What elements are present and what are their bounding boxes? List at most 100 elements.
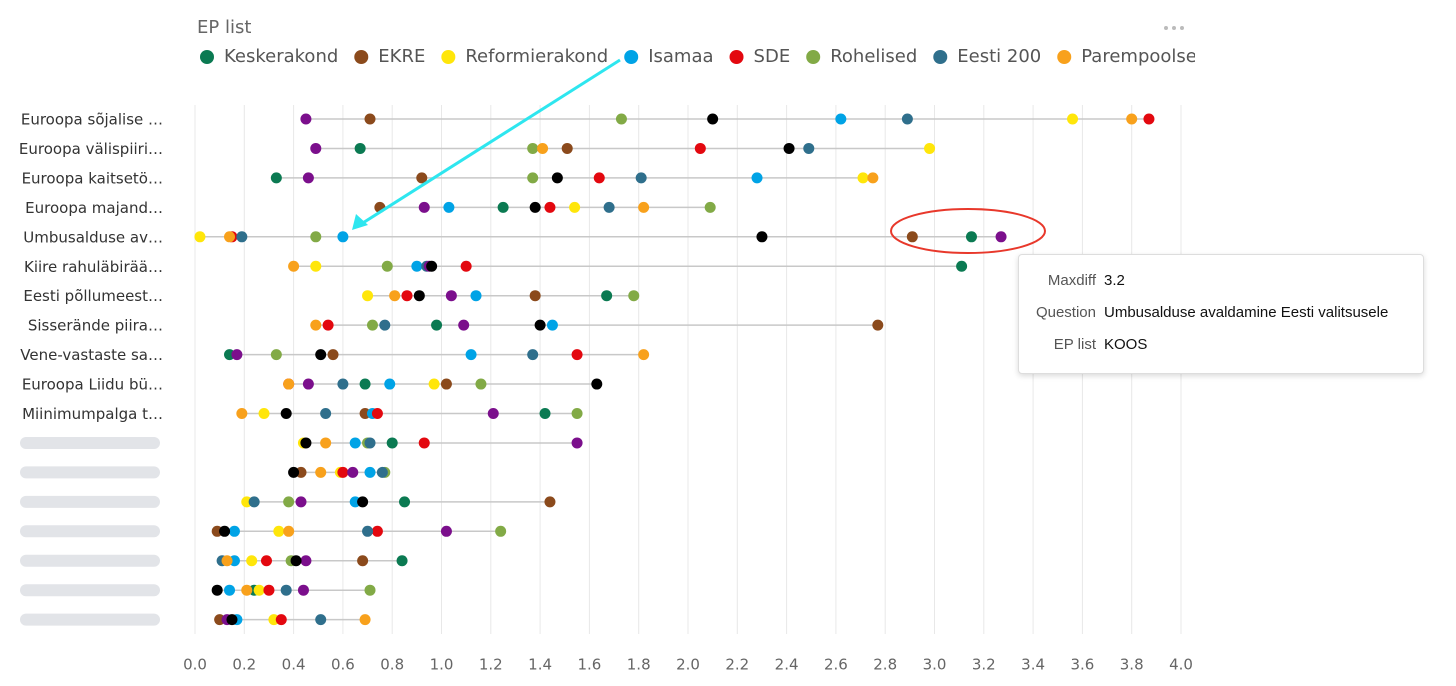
dot <box>460 260 472 272</box>
x-tick-label: 2.2 <box>725 656 749 674</box>
dot <box>603 201 615 213</box>
dot <box>359 378 371 390</box>
tooltip-row: Maxdiff 3.2 <box>1019 272 1423 292</box>
tooltip-row: EP list KOOS <box>1019 336 1423 356</box>
dot <box>347 466 359 478</box>
dot <box>322 319 334 331</box>
dot <box>320 437 332 449</box>
dot <box>571 349 583 361</box>
dot <box>241 584 253 596</box>
dot <box>283 525 295 537</box>
x-tick-label: 3.4 <box>1021 656 1045 674</box>
dot <box>591 378 603 390</box>
dot <box>527 349 539 361</box>
dot <box>495 525 507 537</box>
dot <box>228 525 240 537</box>
dot <box>364 437 376 449</box>
legend-marker <box>806 50 821 64</box>
dot <box>527 142 539 154</box>
dot <box>295 496 307 508</box>
blurred-label <box>20 613 160 626</box>
dot <box>418 201 430 213</box>
dot <box>194 231 206 243</box>
tooltip-label: Question <box>1035 304 1096 321</box>
x-tick-label: 2.4 <box>775 656 799 674</box>
dot <box>443 201 455 213</box>
dot <box>470 290 482 302</box>
dot <box>359 614 371 626</box>
dot <box>357 555 369 567</box>
dot <box>280 408 292 419</box>
dot <box>534 319 546 331</box>
grid: 0.0 0.2 0.4 0.6 0.8 1.0 1.2 1.4 1.6 1.8 2.0 2.2 2.4 2… <box>183 105 1193 674</box>
dot <box>357 496 369 508</box>
dot <box>364 584 376 596</box>
dot <box>901 113 913 125</box>
dot <box>487 408 499 419</box>
dot <box>426 260 438 272</box>
legend-marker <box>624 50 639 64</box>
dot <box>327 349 339 361</box>
dot <box>337 466 349 478</box>
dot <box>315 349 327 361</box>
y-tick-label: Kiire rahuläbirää… <box>24 258 163 276</box>
x-tick-label: 1.0 <box>430 656 454 674</box>
x-tick-label: 1.8 <box>627 656 651 674</box>
legend-label: Eesti 200 <box>957 46 1041 67</box>
dot <box>571 437 583 449</box>
menu-icon[interactable] <box>1164 26 1184 30</box>
x-tick-label: 3.8 <box>1120 656 1144 674</box>
y-tick-label: Vene-vastaste sa… <box>20 346 163 364</box>
blurred-label <box>20 436 160 449</box>
dot <box>396 555 408 567</box>
dot <box>924 142 936 154</box>
legend-marker <box>729 50 744 64</box>
dot <box>362 290 374 302</box>
blurred-label <box>20 554 160 567</box>
dot <box>283 496 295 508</box>
legend-label: EKRE <box>378 46 425 67</box>
x-tick-label: 0.6 <box>331 656 355 674</box>
dot <box>413 290 425 302</box>
dot <box>628 290 640 302</box>
legend-marker <box>1254 50 1268 64</box>
dot <box>465 349 477 361</box>
legend-title: EP list <box>197 17 251 38</box>
dot <box>544 496 556 508</box>
blurred-label <box>20 466 160 479</box>
dot <box>280 584 292 596</box>
dot <box>224 231 236 243</box>
dot <box>537 142 549 154</box>
dot <box>302 172 314 184</box>
dot <box>956 260 968 272</box>
dot <box>288 466 300 478</box>
dot <box>297 584 309 596</box>
dot <box>418 437 430 449</box>
dot <box>236 408 248 419</box>
legend-label: SDE <box>754 46 791 67</box>
x-tick-label: 1.6 <box>577 656 601 674</box>
dot <box>857 172 869 184</box>
tooltip-row: Question Umbusalduse avaldamine Eesti val… <box>1019 304 1423 324</box>
dot <box>211 584 223 596</box>
dot <box>551 172 563 184</box>
tooltip-value: 3.2 <box>1104 272 1125 289</box>
dot <box>440 525 452 537</box>
legend-label: Keskerakond <box>224 46 338 67</box>
dot <box>231 349 243 361</box>
tooltip-value: KOOS <box>1104 336 1148 353</box>
x-tick-label: 3.2 <box>972 656 996 674</box>
dot <box>224 584 236 596</box>
dot <box>310 319 322 331</box>
dot <box>539 408 551 419</box>
dot <box>401 290 413 302</box>
dot <box>258 408 270 419</box>
dot <box>428 378 440 390</box>
legend-label: Rohelised <box>830 46 917 67</box>
dot <box>906 231 918 243</box>
x-tick-label: 0.2 <box>232 656 256 674</box>
dot <box>872 319 884 331</box>
dot <box>366 319 378 331</box>
dot <box>529 290 541 302</box>
legend-marker <box>1057 50 1072 64</box>
